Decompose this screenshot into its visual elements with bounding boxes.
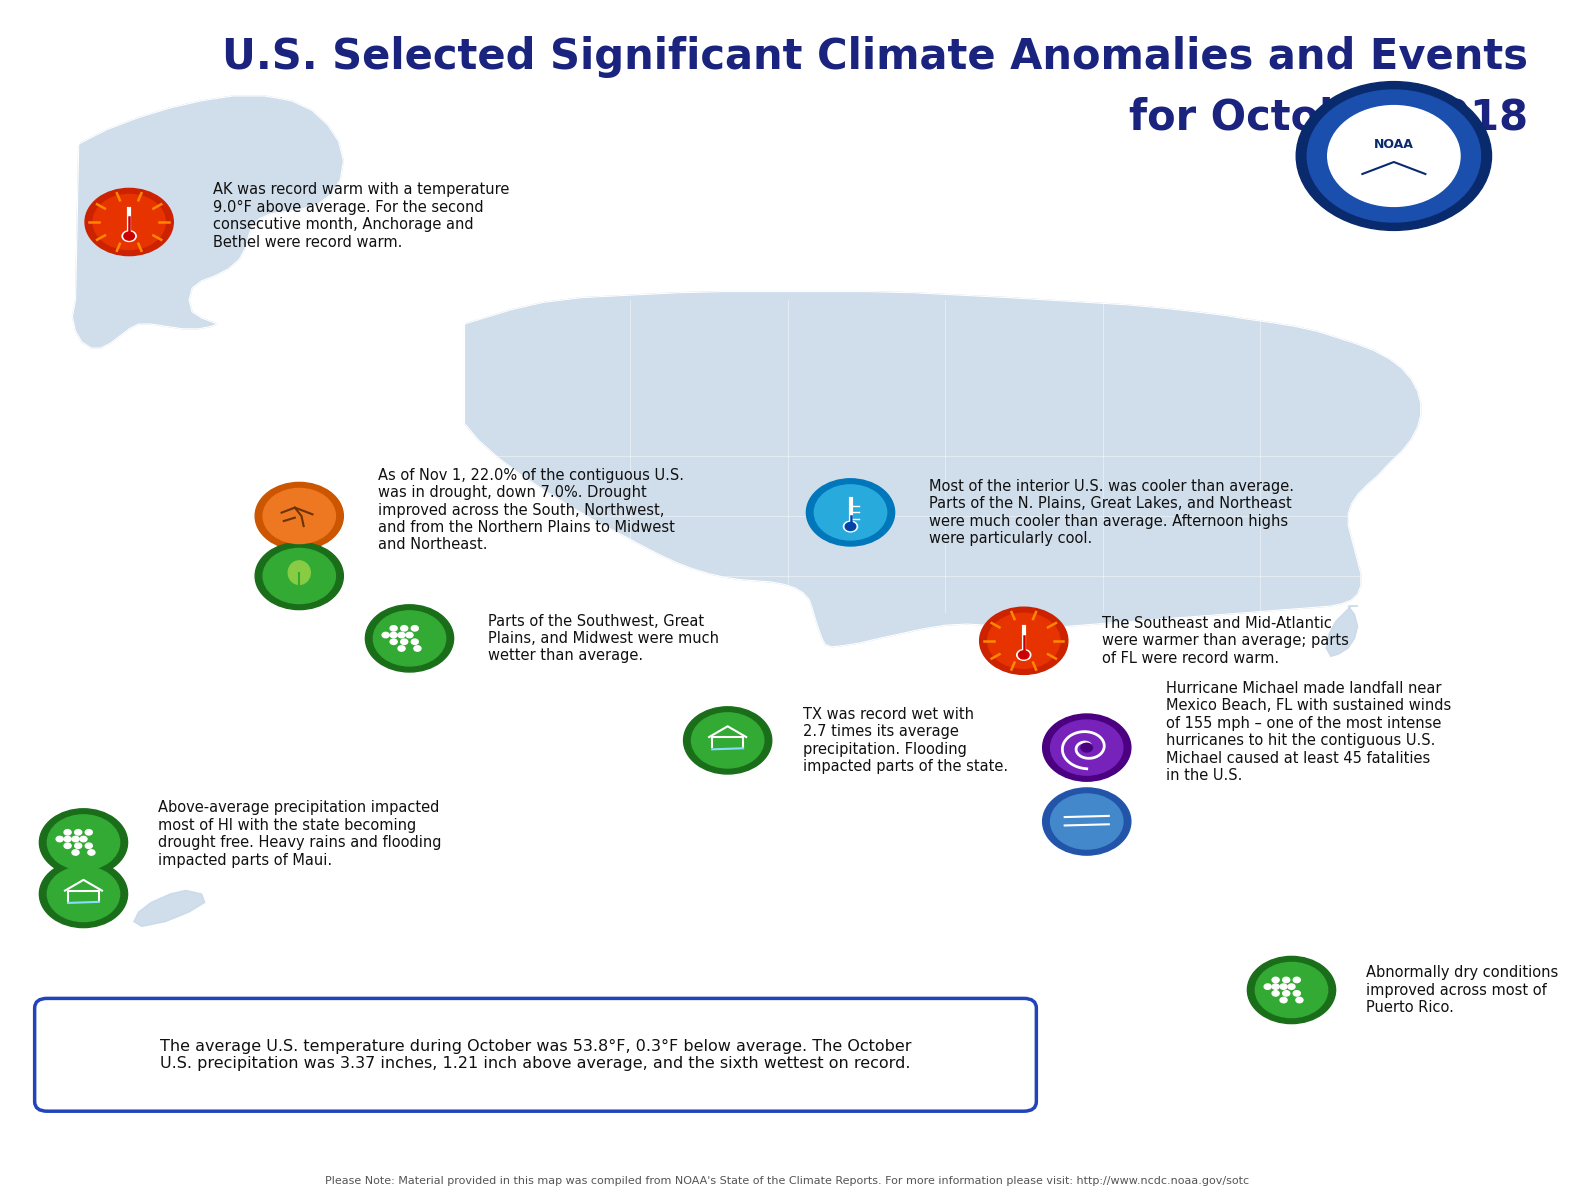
Circle shape (1273, 977, 1279, 983)
Circle shape (814, 485, 887, 540)
Circle shape (1296, 82, 1492, 230)
Circle shape (988, 613, 1060, 668)
Circle shape (400, 640, 408, 644)
Circle shape (80, 836, 87, 841)
Circle shape (1265, 984, 1271, 989)
Ellipse shape (288, 560, 310, 584)
Text: AK was record warm with a temperature
9.0°F above average. For the second
consec: AK was record warm with a temperature 9.… (213, 182, 509, 250)
Polygon shape (1326, 606, 1358, 656)
Text: Parts of the Southwest, Great
Plains, and Midwest were much
wetter than average.: Parts of the Southwest, Great Plains, an… (488, 613, 720, 664)
Circle shape (39, 809, 128, 876)
Circle shape (1307, 90, 1480, 222)
Circle shape (980, 607, 1068, 674)
Circle shape (411, 640, 419, 644)
Circle shape (398, 632, 405, 637)
Circle shape (124, 232, 134, 240)
Circle shape (373, 611, 446, 666)
Text: Hurricane Michael made landfall near
Mexico Beach, FL with sustained winds
of 15: Hurricane Michael made landfall near Mex… (1166, 680, 1451, 782)
Circle shape (255, 482, 343, 550)
Text: U.S. Selected Significant Climate Anomalies and Events: U.S. Selected Significant Climate Anomal… (222, 36, 1528, 78)
Circle shape (263, 548, 335, 604)
Circle shape (1043, 714, 1131, 781)
Circle shape (844, 521, 857, 532)
Circle shape (391, 640, 397, 644)
Text: The average U.S. temperature during October was 53.8°F, 0.3°F below average. The: The average U.S. temperature during Octo… (159, 1038, 912, 1072)
Circle shape (65, 836, 71, 841)
Circle shape (123, 230, 135, 241)
Circle shape (1051, 794, 1123, 850)
Circle shape (398, 646, 405, 652)
Circle shape (1255, 962, 1328, 1018)
Circle shape (74, 844, 82, 848)
Circle shape (255, 542, 343, 610)
Circle shape (65, 829, 71, 835)
Circle shape (391, 632, 397, 637)
Circle shape (1273, 984, 1279, 989)
Polygon shape (72, 96, 343, 348)
Circle shape (1293, 991, 1301, 996)
Circle shape (414, 646, 421, 652)
Polygon shape (134, 890, 205, 926)
Text: for October 2018: for October 2018 (1129, 96, 1528, 138)
Circle shape (74, 829, 82, 835)
Circle shape (85, 844, 93, 848)
Circle shape (1280, 984, 1287, 989)
Text: TX was record wet with
2.7 times its average
precipitation. Flooding
impacted pa: TX was record wet with 2.7 times its ave… (803, 707, 1008, 774)
Circle shape (1282, 991, 1290, 996)
Circle shape (1288, 984, 1295, 989)
Circle shape (400, 625, 408, 631)
Circle shape (691, 713, 764, 768)
FancyBboxPatch shape (35, 998, 1036, 1111)
Text: Please Note: Material provided in this map was compiled from NOAA's State of the: Please Note: Material provided in this m… (326, 1176, 1249, 1186)
Circle shape (1293, 977, 1301, 983)
Circle shape (65, 844, 71, 848)
Text: The Southeast and Mid-Atlantic
were warmer than average; parts
of FL were record: The Southeast and Mid-Atlantic were warm… (1102, 616, 1350, 666)
Circle shape (85, 188, 173, 256)
Circle shape (85, 829, 93, 835)
Circle shape (39, 860, 128, 928)
Circle shape (1296, 997, 1303, 1003)
Circle shape (1273, 991, 1279, 996)
Circle shape (72, 836, 79, 841)
Circle shape (263, 488, 335, 544)
Circle shape (1051, 720, 1123, 775)
Circle shape (93, 194, 165, 250)
Circle shape (411, 625, 419, 631)
Circle shape (846, 522, 855, 530)
Circle shape (1328, 106, 1460, 206)
Circle shape (1017, 649, 1030, 660)
Circle shape (365, 605, 454, 672)
Circle shape (383, 632, 389, 637)
Circle shape (47, 815, 120, 870)
Circle shape (1080, 743, 1093, 752)
Circle shape (1247, 956, 1336, 1024)
Circle shape (47, 866, 120, 922)
Circle shape (1282, 977, 1290, 983)
Polygon shape (465, 292, 1421, 647)
Circle shape (1280, 997, 1287, 1003)
Circle shape (72, 850, 79, 856)
Circle shape (806, 479, 895, 546)
Text: Abnormally dry conditions
improved across most of
Puerto Rico.: Abnormally dry conditions improved acros… (1366, 965, 1558, 1015)
Circle shape (88, 850, 94, 856)
Circle shape (391, 625, 397, 631)
Text: NOAA: NOAA (1373, 138, 1414, 150)
Text: Most of the interior U.S. was cooler than average.
Parts of the N. Plains, Great: Most of the interior U.S. was cooler tha… (929, 479, 1295, 546)
Circle shape (1043, 788, 1131, 856)
Circle shape (684, 707, 772, 774)
Text: Above-average precipitation impacted
most of HI with the state becoming
drought : Above-average precipitation impacted mos… (158, 800, 441, 868)
Circle shape (57, 836, 63, 841)
Circle shape (1019, 650, 1028, 659)
Text: As of Nov 1, 22.0% of the contiguous U.S.
was in drought, down 7.0%. Drought
imp: As of Nov 1, 22.0% of the contiguous U.S… (378, 468, 684, 552)
Circle shape (406, 632, 413, 637)
